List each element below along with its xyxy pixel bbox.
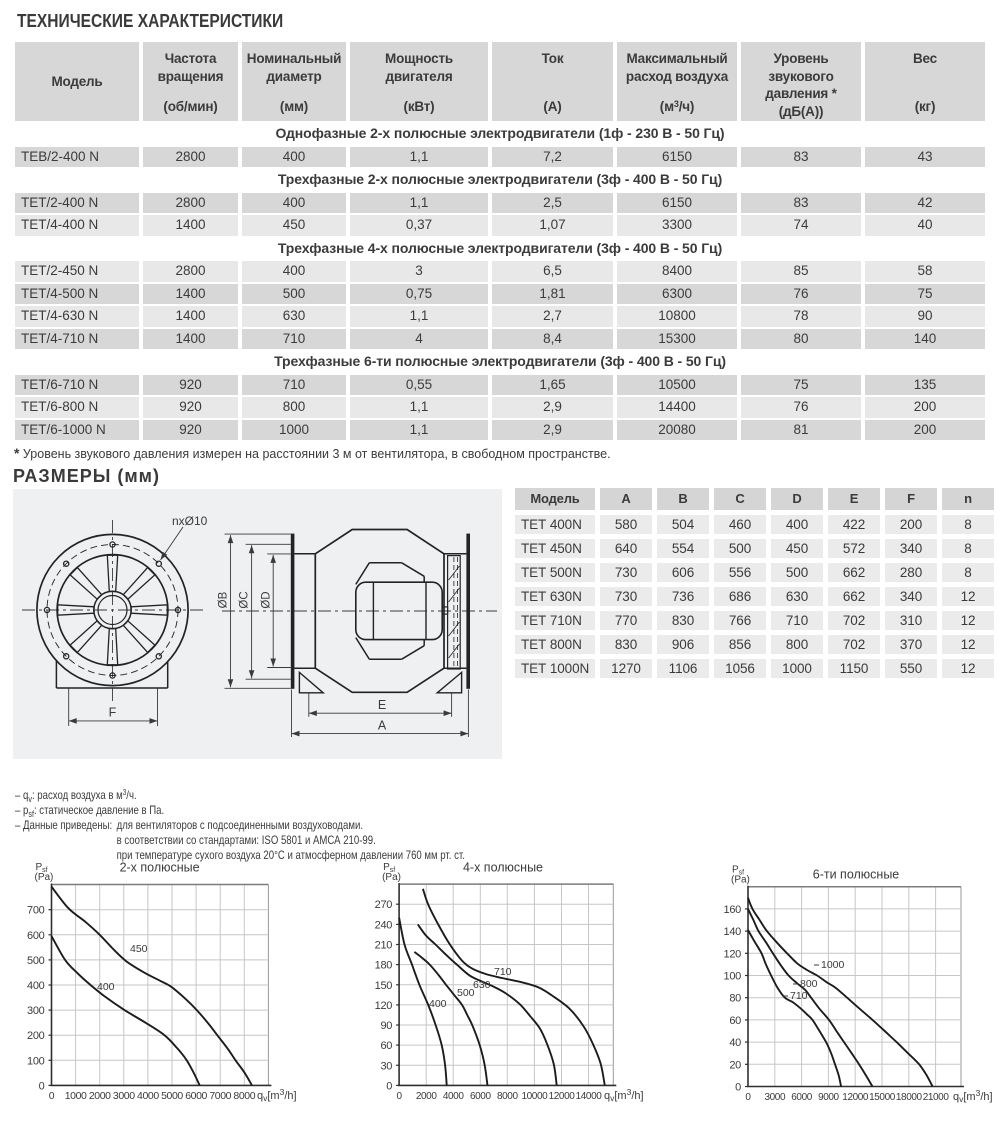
- svg-text:710: 710: [494, 966, 512, 978]
- svg-text:6-ти полюсные: 6-ти полюсные: [813, 868, 900, 882]
- svg-text:(Pa): (Pa): [731, 875, 750, 886]
- svg-text:A: A: [378, 719, 387, 733]
- svg-text:5000: 5000: [161, 1090, 183, 1102]
- svg-text:120: 120: [375, 1000, 393, 1012]
- svg-text:0: 0: [386, 1080, 392, 1092]
- svg-text:ØD: ØD: [260, 591, 272, 608]
- svg-text:18000: 18000: [896, 1092, 923, 1103]
- svg-text:240: 240: [375, 919, 393, 931]
- svg-text:1000: 1000: [65, 1090, 87, 1102]
- svg-text:6000: 6000: [185, 1090, 207, 1102]
- svg-text:4000: 4000: [137, 1090, 159, 1102]
- svg-text:20: 20: [729, 1059, 741, 1071]
- svg-text:60: 60: [729, 1015, 741, 1027]
- svg-text:180: 180: [375, 960, 393, 972]
- svg-text:3000: 3000: [113, 1090, 135, 1102]
- svg-text:12000: 12000: [842, 1092, 869, 1103]
- svg-text:40: 40: [729, 1037, 741, 1049]
- svg-text:qv[m3/h]: qv[m3/h]: [257, 1087, 297, 1103]
- svg-text:8000: 8000: [497, 1091, 518, 1102]
- svg-text:qv[m3/h]: qv[m3/h]: [953, 1088, 993, 1104]
- svg-text:14000: 14000: [576, 1091, 603, 1102]
- svg-text:90: 90: [380, 1020, 392, 1032]
- svg-text:150: 150: [375, 980, 393, 992]
- svg-text:710: 710: [790, 990, 808, 1002]
- svg-text:800: 800: [800, 978, 818, 990]
- svg-text:160: 160: [724, 904, 742, 916]
- svg-text:30: 30: [380, 1060, 392, 1072]
- svg-text:100: 100: [27, 1055, 45, 1067]
- svg-text:(Pa): (Pa): [382, 872, 401, 883]
- svg-text:(Pa): (Pa): [35, 872, 54, 883]
- svg-text:F: F: [109, 706, 117, 720]
- svg-text:0: 0: [745, 1092, 751, 1103]
- svg-text:400: 400: [27, 980, 45, 992]
- svg-text:500: 500: [27, 955, 45, 967]
- svg-text:4000: 4000: [443, 1091, 464, 1102]
- svg-text:4-х полюсные: 4-х полюсные: [463, 861, 543, 875]
- svg-text:100: 100: [724, 971, 742, 983]
- svg-text:7000: 7000: [209, 1090, 231, 1102]
- svg-text:10000: 10000: [521, 1091, 548, 1102]
- svg-text:630: 630: [473, 979, 491, 991]
- svg-text:0: 0: [397, 1091, 403, 1102]
- svg-text:200: 200: [27, 1030, 45, 1042]
- svg-text:9000: 9000: [818, 1092, 839, 1103]
- svg-text:15000: 15000: [869, 1092, 896, 1103]
- svg-text:400: 400: [429, 998, 447, 1010]
- svg-text:300: 300: [27, 1005, 45, 1017]
- svg-text:700: 700: [27, 905, 45, 917]
- svg-text:500: 500: [457, 987, 475, 999]
- svg-text:210: 210: [375, 940, 393, 952]
- svg-text:1000: 1000: [821, 959, 845, 971]
- svg-text:2-х полюсные: 2-х полюсные: [120, 861, 200, 875]
- svg-text:270: 270: [375, 899, 393, 911]
- svg-text:120: 120: [724, 948, 742, 960]
- svg-text:ØB: ØB: [217, 591, 229, 608]
- svg-text:2000: 2000: [416, 1091, 437, 1102]
- svg-text:60: 60: [380, 1040, 392, 1052]
- svg-text:80: 80: [729, 993, 741, 1005]
- svg-text:0: 0: [39, 1080, 45, 1092]
- svg-text:0: 0: [49, 1090, 55, 1102]
- svg-text:E: E: [378, 698, 386, 712]
- svg-text:8000: 8000: [233, 1090, 255, 1102]
- svg-text:6000: 6000: [791, 1092, 812, 1103]
- svg-text:450: 450: [130, 943, 148, 955]
- svg-text:0: 0: [735, 1082, 741, 1094]
- svg-text:140: 140: [724, 926, 742, 938]
- svg-text:2000: 2000: [89, 1090, 111, 1102]
- svg-text:6000: 6000: [470, 1091, 491, 1102]
- svg-text:nxØ10: nxØ10: [172, 514, 208, 528]
- svg-text:12000: 12000: [549, 1091, 576, 1102]
- svg-text:ØC: ØC: [239, 591, 251, 608]
- svg-text:600: 600: [27, 930, 45, 942]
- svg-text:3000: 3000: [764, 1092, 785, 1103]
- svg-text:400: 400: [97, 981, 115, 993]
- svg-text:qv[m3/h]: qv[m3/h]: [604, 1087, 644, 1103]
- svg-text:21000: 21000: [923, 1092, 950, 1103]
